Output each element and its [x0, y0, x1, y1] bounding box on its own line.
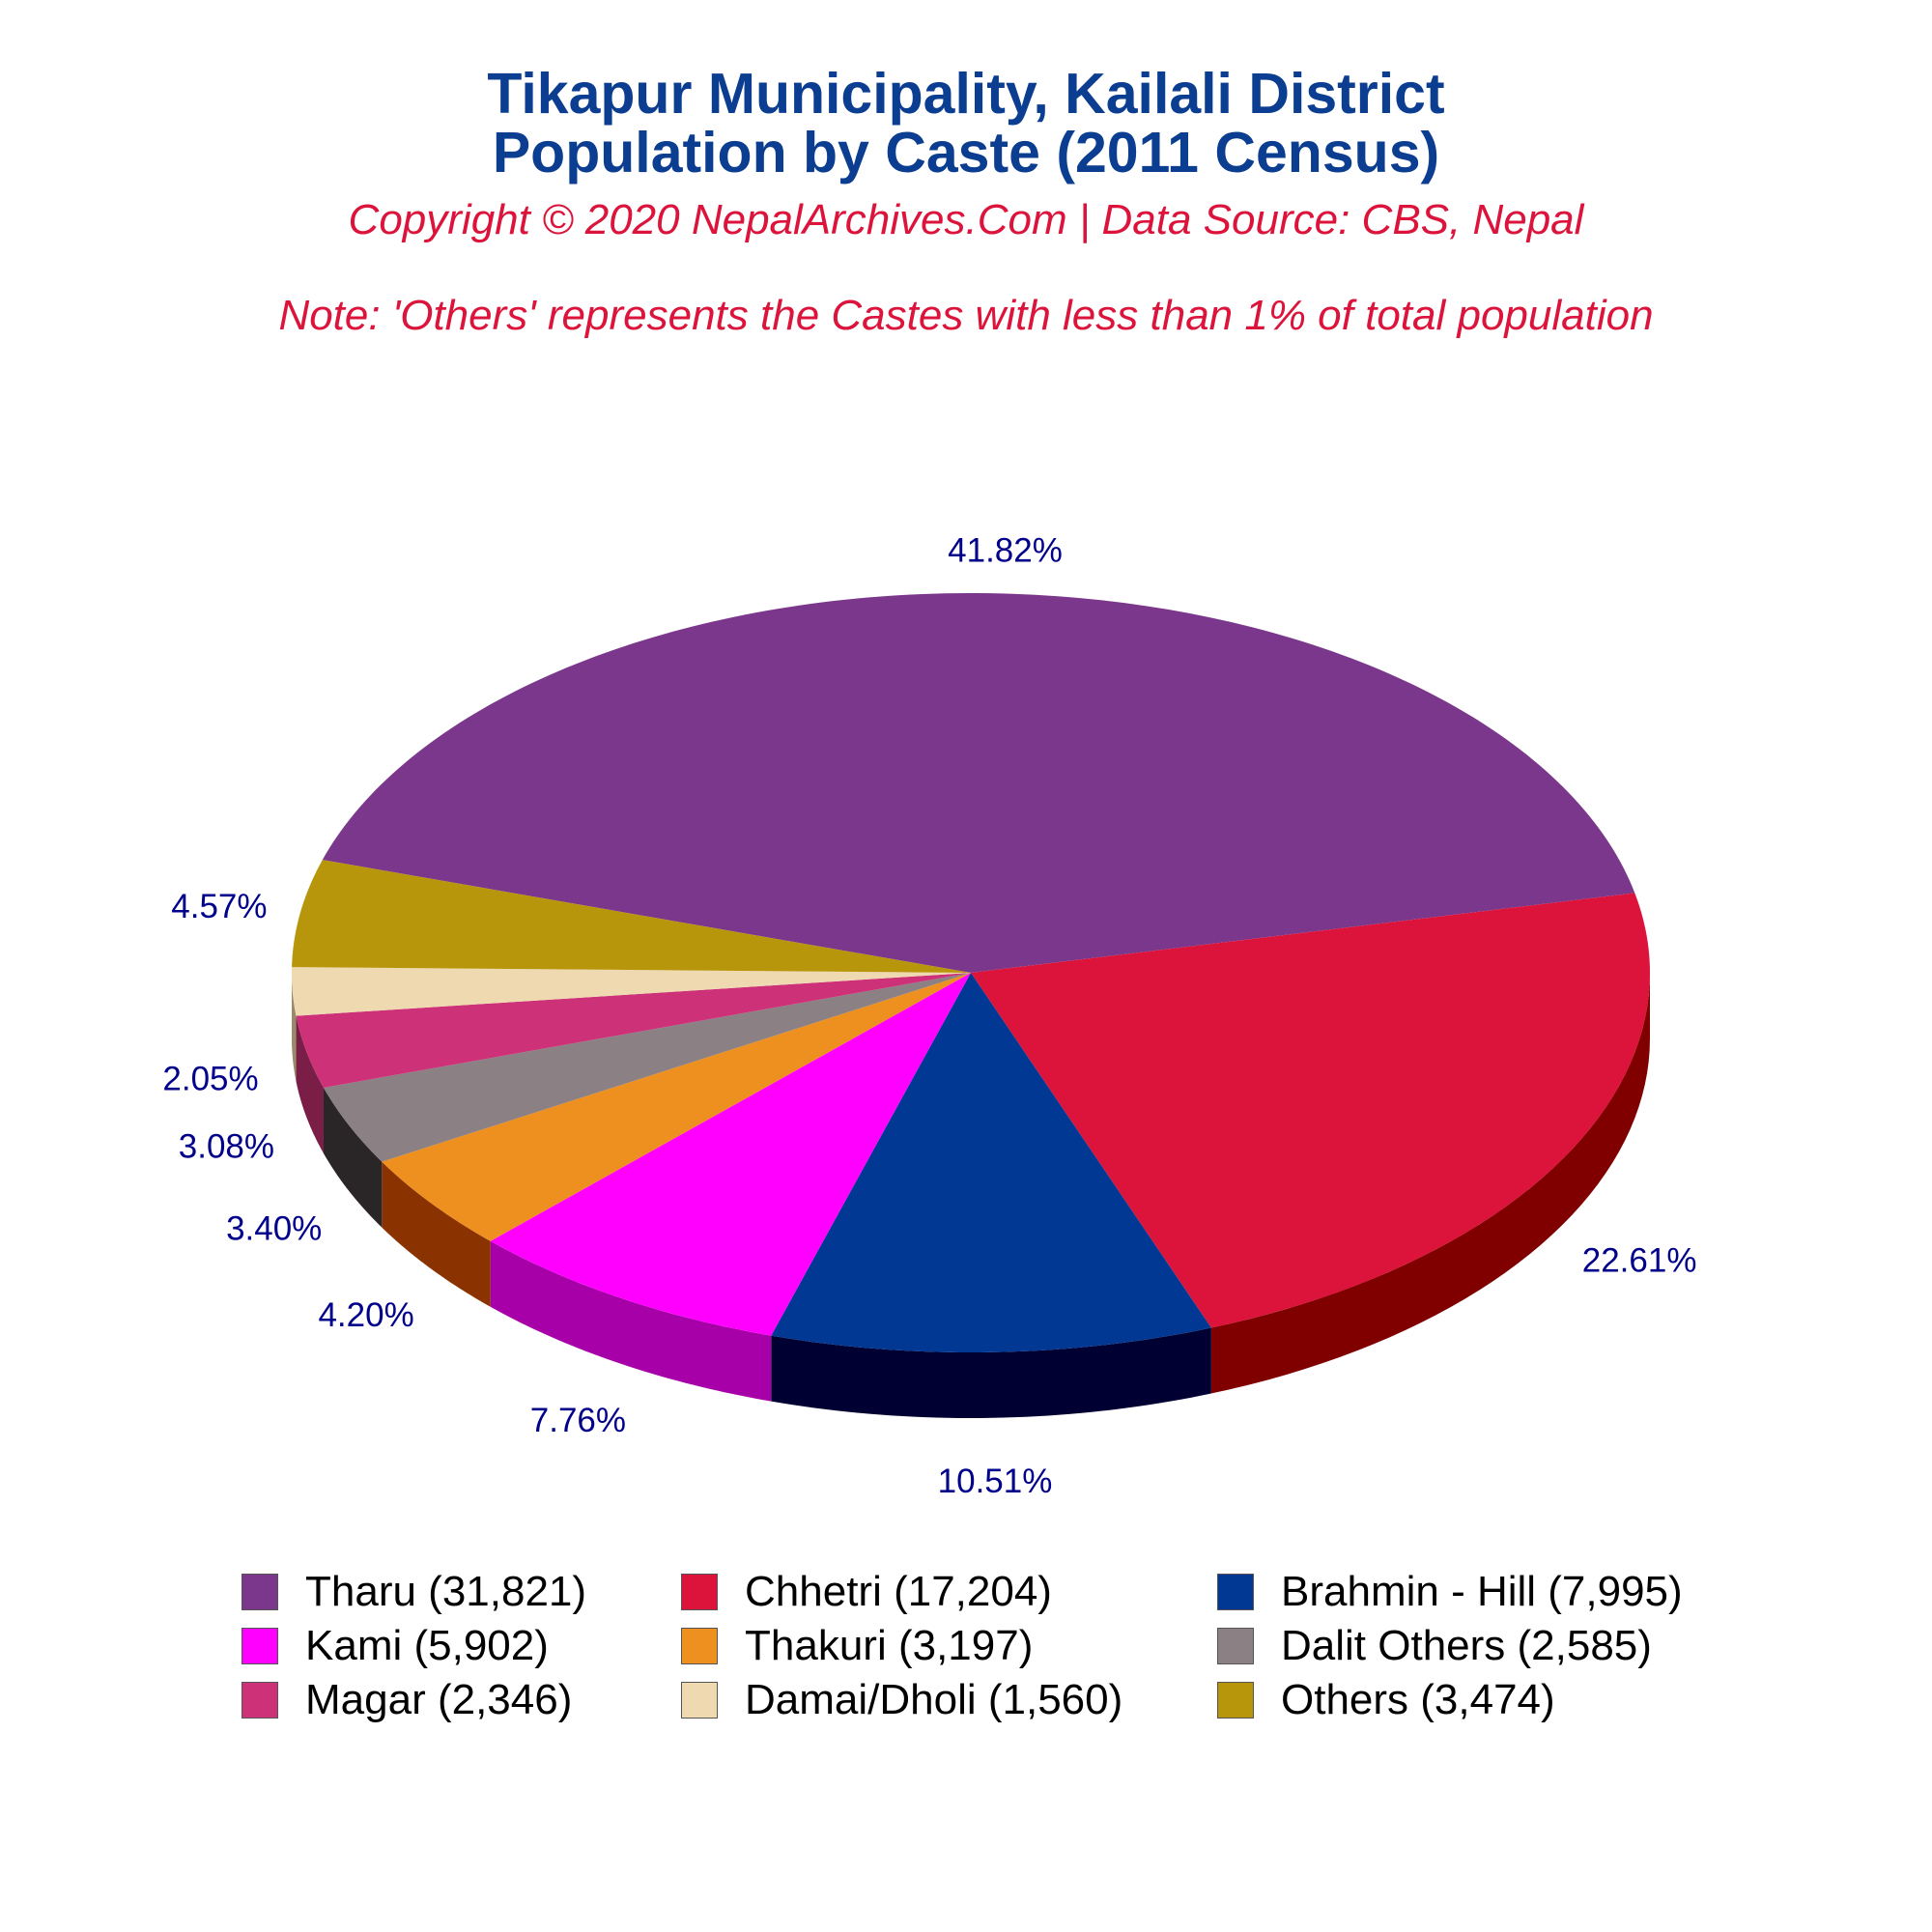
legend-label: Damai/Dholi (1,560) — [745, 1676, 1123, 1723]
pct-label-magar: 3.08% — [179, 1128, 274, 1166]
pct-label-tharu: 41.82% — [948, 531, 1063, 569]
legend-swatch — [1217, 1574, 1254, 1610]
pie-slice-others — [292, 860, 972, 973]
copyright-text: Copyright © 2020 NepalArchives.Com | Dat… — [348, 196, 1584, 243]
legend-swatch — [681, 1682, 718, 1719]
legend-label: Brahmin - Hill (7,995) — [1281, 1568, 1683, 1615]
pct-label-chhetri: 22.61% — [1582, 1241, 1697, 1279]
pct-label-thakuri: 4.20% — [318, 1296, 413, 1334]
legend-item: Kami (5,902) — [242, 1619, 549, 1673]
legend-label: Tharu (31,821) — [305, 1568, 587, 1615]
pie-slice-tharu — [322, 593, 1635, 973]
pie-slice-damai-dholi — [292, 967, 971, 1016]
legend-swatch — [242, 1628, 278, 1664]
pie-side-damai-dholi — [292, 973, 297, 1082]
pct-label-kami: 7.76% — [530, 1402, 626, 1439]
legend-label: Others (3,474) — [1281, 1676, 1555, 1723]
legend-swatch — [681, 1574, 718, 1610]
legend-swatch — [681, 1628, 718, 1664]
pie-slice-brahmin-hill — [771, 973, 1211, 1352]
legend-item: Chhetri (17,204) — [681, 1565, 1052, 1619]
legend-item: Brahmin - Hill (7,995) — [1217, 1565, 1683, 1619]
legend-label: Chhetri (17,204) — [745, 1568, 1052, 1615]
legend-swatch — [1217, 1628, 1254, 1664]
pie-slice-thakuri — [382, 973, 971, 1241]
chart-title-line2: Population by Caste (2011 Census) — [492, 121, 1440, 185]
pct-label-dalit-others: 3.40% — [226, 1209, 322, 1247]
pct-label-others: 4.57% — [171, 888, 267, 925]
note-text: Note: 'Others' represents the Castes wit… — [278, 292, 1654, 339]
pie-slice-magar — [296, 973, 971, 1088]
legend-label: Thakuri (3,197) — [745, 1622, 1034, 1669]
pie-slice-kami — [490, 973, 971, 1336]
pie-side-dalit-others — [323, 1087, 383, 1228]
legend-swatch — [1217, 1682, 1254, 1719]
legend-item: Thakuri (3,197) — [681, 1619, 1033, 1673]
pie-slice-dalit-others — [323, 973, 972, 1162]
pct-label-damai-dholi: 2.05% — [162, 1061, 258, 1098]
pie-side-magar — [296, 1015, 324, 1153]
legend-item: Damai/Dholi (1,560) — [681, 1673, 1122, 1727]
pie-side-thakuri — [382, 1161, 491, 1307]
legend-label: Dalit Others (2,585) — [1281, 1622, 1652, 1669]
pie-side-kami — [490, 1240, 772, 1402]
legend-item: Magar (2,346) — [242, 1673, 572, 1727]
legend-label: Kami (5,902) — [305, 1622, 549, 1669]
legend-item: Tharu (31,821) — [242, 1565, 586, 1619]
pie-side-chhetri — [1210, 973, 1650, 1394]
legend-label: Magar (2,346) — [305, 1676, 573, 1723]
pct-label-brahmin-hill: 10.51% — [938, 1463, 1053, 1500]
pie-side-brahmin-hill — [771, 1327, 1211, 1418]
legend-swatch — [242, 1682, 278, 1719]
legend-item: Others (3,474) — [1217, 1673, 1555, 1727]
chart-title-line1: Tikapur Municipality, Kailali District — [487, 62, 1445, 126]
pie-slice-chhetri — [971, 893, 1650, 1328]
legend-swatch — [242, 1574, 278, 1610]
legend-item: Dalit Others (2,585) — [1217, 1619, 1652, 1673]
